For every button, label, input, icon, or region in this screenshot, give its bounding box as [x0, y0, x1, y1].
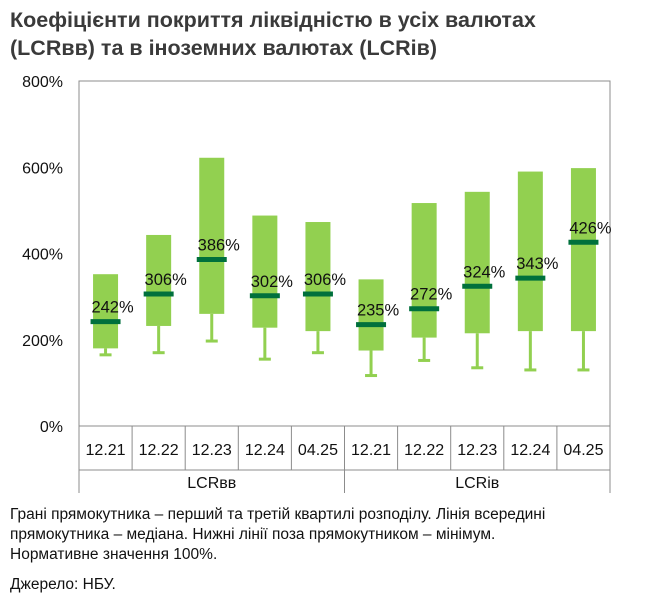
chart-source: Джерело: НБУ.: [10, 576, 116, 593]
x-tick-label: 12.24: [245, 442, 285, 459]
x-tick-label: 12.22: [404, 442, 444, 459]
x-tick-label: 12.23: [192, 442, 232, 459]
chart-title-line-2: (LCRвв) та в іноземних валютах (LCRів): [10, 36, 437, 60]
median-data-label: 302%: [251, 273, 294, 291]
y-tick-label: 200%: [22, 333, 63, 350]
x-tick-label: 04.25: [298, 442, 338, 459]
chart-note-line-1: Грані прямокутника – перший та третій кв…: [10, 506, 546, 523]
quartile-box: [411, 203, 437, 338]
quartile-box: [570, 168, 596, 332]
median-data-label: 386%: [198, 237, 241, 255]
median-data-label: 324%: [463, 263, 506, 281]
group-label: LCRвв: [187, 475, 236, 492]
chart-title-line-1: Коефіцієнти покриття ліквідністю в усіх …: [10, 8, 536, 32]
median-data-label: 235%: [357, 302, 400, 320]
quartile-box: [464, 191, 490, 334]
x-tick-label: 12.21: [86, 442, 126, 459]
y-tick-label: 400%: [22, 247, 63, 264]
x-tick-label: 12.22: [139, 442, 179, 459]
median-data-label: 306%: [145, 271, 188, 289]
quartile-box: [305, 222, 331, 332]
x-tick-label: 12.24: [510, 442, 550, 459]
quartile-box: [252, 215, 278, 328]
quartile-box: [517, 171, 543, 332]
chart-note: Грані прямокутника – перший та третій кв…: [10, 505, 642, 565]
quartile-box: [93, 274, 119, 349]
x-tick-label: 04.25: [563, 442, 603, 459]
chart-note-line-2: прямокутника – медіана. Нижні лінії поза…: [10, 526, 496, 543]
median-data-label: 306%: [304, 271, 347, 289]
chart-title: Коефіцієнти покриття ліквідністю в усіх …: [10, 6, 640, 62]
quartile-box: [146, 234, 172, 326]
x-tick-label: 12.23: [457, 442, 497, 459]
quartile-box: [199, 157, 225, 314]
y-tick-label: 600%: [22, 160, 63, 177]
quartile-box: [358, 279, 384, 351]
box-plot-chart: 0% 200% 400% 600% 800% 242% 306% 386% 302% 306% 23…: [22, 74, 612, 493]
median-data-label: 426%: [569, 219, 612, 237]
median-data-label: 272%: [410, 286, 453, 304]
y-tick-label: 0%: [40, 419, 63, 436]
chart-note-line-3: Нормативне значення 100%.: [10, 546, 218, 563]
group-label: LCRів: [455, 475, 499, 492]
median-data-label: 242%: [91, 299, 134, 317]
median-data-label: 343%: [516, 255, 559, 273]
y-tick-label: 800%: [22, 74, 63, 91]
x-tick-label: 12.21: [351, 442, 391, 459]
